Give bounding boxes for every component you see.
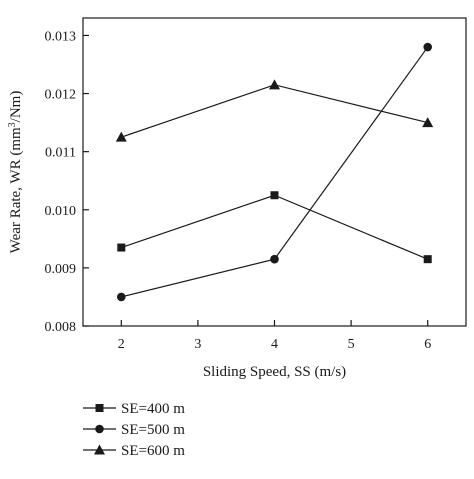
legend-label: SE=400 m [121,401,185,417]
data-point-se-600-m [269,79,280,90]
legend: SE=400 m SE=500 m SE=600 m [83,401,185,459]
x-axis-title: Sliding Speed, SS (m/s) [203,364,346,380]
data-point-se-600-m [115,131,127,142]
data-point-se-500-m [423,42,433,52]
y-tick-label: 0.008 [45,320,77,335]
data-point-se-400-m [423,255,432,264]
y-axis-title-suffix: /Nm) [8,91,24,123]
series-line-se-600-m [121,84,428,138]
x-tick-label: 6 [424,337,431,352]
data-point-se-500-m [270,254,279,264]
legend-label: SE=500 m [121,422,185,438]
axes: 2 3 4 5 6 0.008 0.009 0.010 0.011 0.012 0.013 [45,29,432,352]
legend-marker [94,444,105,455]
y-tick-label: 0.012 [45,88,77,103]
y-axis-title-superscript: 3 [7,122,18,127]
y-tick-label: 0.010 [45,204,77,219]
series-line-se-400-m [121,194,428,260]
x-tick-label: 4 [271,337,278,352]
x-tick-label: 3 [194,337,201,352]
legend-marker [95,404,104,412]
plot-frame [82,17,467,327]
data-point-se-500-m [117,292,126,302]
y-axis-title: Wear Rate, WR (mm3/Nm) [7,91,25,254]
legend-marker [95,424,104,434]
y-tick-label: 0.013 [45,29,77,44]
data-point-se-400-m [117,243,126,252]
legend-label: SE=600 m [121,443,185,459]
data-point-se-600-m [422,117,434,128]
data-point-se-400-m [270,191,279,200]
plot-area [82,17,467,327]
y-axis-title-prefix: Wear Rate, WR (mm [8,127,24,253]
series-group [115,42,434,302]
y-tick-label: 0.009 [45,262,77,277]
x-tick-label: 2 [118,337,125,352]
x-tick-label: 5 [348,337,355,352]
y-tick-label: 0.011 [45,146,76,161]
